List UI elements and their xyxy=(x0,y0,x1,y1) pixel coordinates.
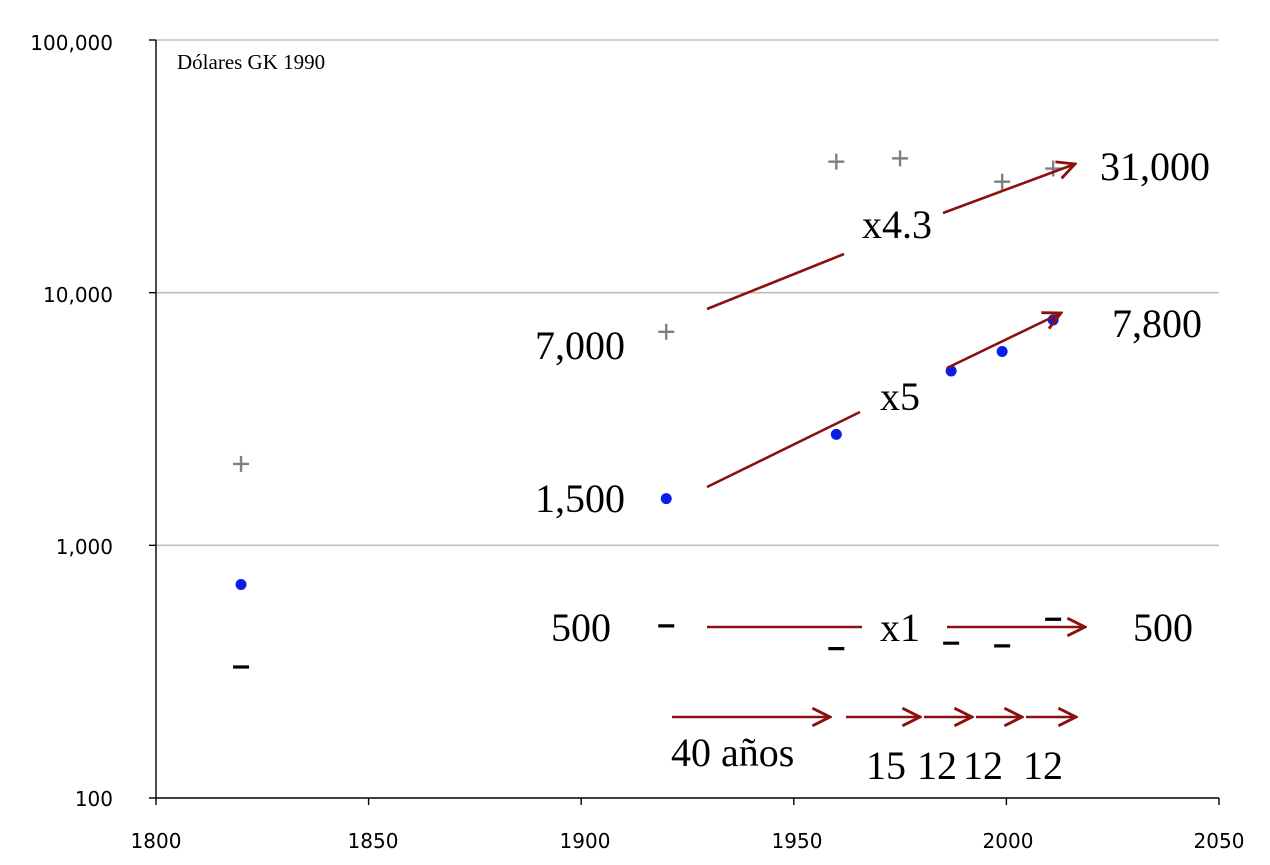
interval-label: 12 xyxy=(917,743,957,788)
top-factor-label: x4.3 xyxy=(862,202,932,247)
low-factor-label: x1 xyxy=(880,605,920,650)
interval-label: 12 xyxy=(1023,743,1063,788)
low-end-label: 500 xyxy=(1133,605,1193,650)
top-arrow-lower xyxy=(706,252,845,311)
low-start-label: 500 xyxy=(551,605,611,650)
y-tick-label: 100,000 xyxy=(30,31,113,55)
data-point-high xyxy=(233,455,250,472)
axes xyxy=(149,39,1220,805)
top-start-label: 7,000 xyxy=(535,323,625,368)
top-end-label: 31,000 xyxy=(1100,144,1210,189)
mid-end-label: 7,800 xyxy=(1112,301,1202,346)
y-tick-label: 10,000 xyxy=(43,283,113,307)
data-point-mid xyxy=(996,345,1008,357)
annotation-arrows xyxy=(672,164,1085,717)
data-point-high xyxy=(892,150,909,167)
data-point-mid xyxy=(660,493,672,505)
x-tick-label: 1800 xyxy=(131,829,182,853)
x-tick-label: 2000 xyxy=(983,829,1034,853)
mid-arrow-upper xyxy=(946,313,1061,370)
data-point-high xyxy=(828,153,845,170)
interval-label: 40 años xyxy=(671,730,794,775)
data-point-high xyxy=(994,173,1011,190)
gridlines xyxy=(156,39,1219,547)
data-point-mid xyxy=(830,428,842,440)
data-point-high xyxy=(658,323,675,340)
mid-factor-label: x5 xyxy=(880,374,920,419)
x-tick-label: 1850 xyxy=(348,829,399,853)
data-point-mid xyxy=(235,578,247,590)
mid-arrow-lower xyxy=(706,410,861,489)
mid-start-label: 1,500 xyxy=(535,476,625,521)
y-tick-label: 100 xyxy=(75,787,113,811)
y-tick-label: 1,000 xyxy=(56,535,113,559)
interval-label: 15 xyxy=(866,743,906,788)
unit-label: Dólares GK 1990 xyxy=(177,50,325,74)
top-arrow-upper xyxy=(942,164,1075,215)
data-markers xyxy=(233,150,1062,669)
x-tick-label: 2050 xyxy=(1194,829,1245,853)
x-tick-label: 1950 xyxy=(772,829,823,853)
x-tick-label: 1900 xyxy=(560,829,611,853)
interval-label: 12 xyxy=(963,743,1003,788)
